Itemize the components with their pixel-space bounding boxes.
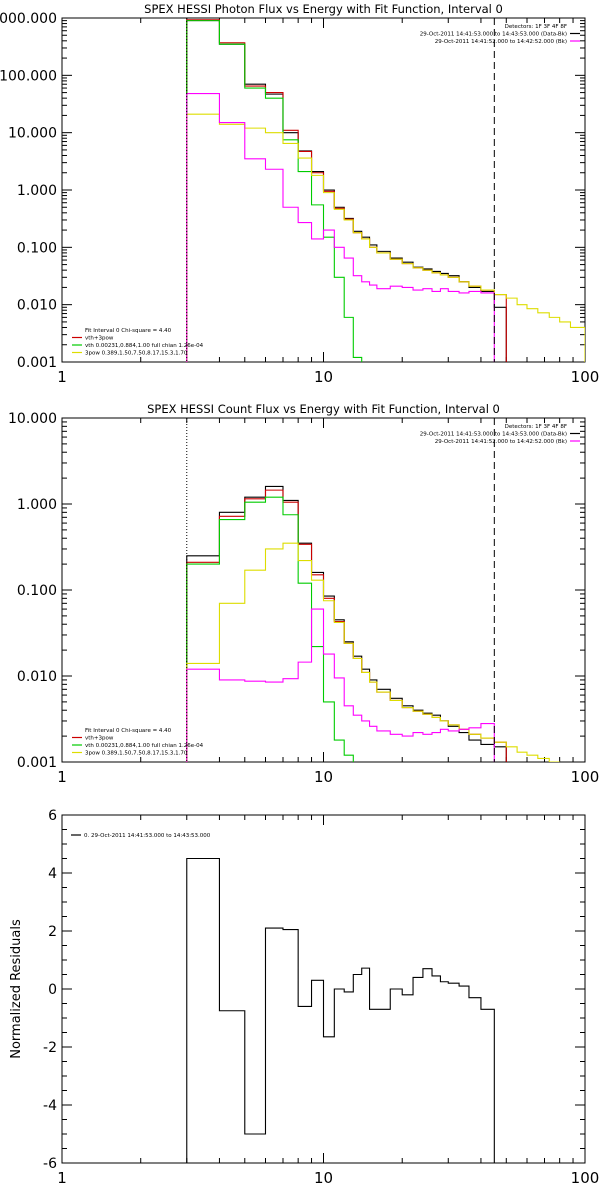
chart-panel-2: Normalized Residuals 1 10 100 -6 -4 -2 0 2 4 6 0. 2… bbox=[9, 808, 599, 1187]
x-tick-label: 1 bbox=[57, 368, 67, 386]
series-line-0 bbox=[186, 20, 507, 362]
legend-text: 3pow 0.389,1.50,7.50,8.17,15.3,1.70 bbox=[85, 751, 188, 757]
y-tick-label: 10.000 bbox=[8, 126, 57, 142]
series-group bbox=[186, 485, 560, 762]
y-tick-label: 1.000 bbox=[17, 497, 57, 513]
x-tick-label: 1 bbox=[57, 1169, 67, 1187]
series-group bbox=[186, 19, 585, 362]
legend-text: 29-Oct-2011 14:41:53.000 to 14:43:53.000… bbox=[420, 32, 567, 38]
legend-text: vth 0.00231,0.884,1.00 full chian 1.26e-… bbox=[85, 743, 204, 749]
y-tick-label: -2 bbox=[43, 1040, 57, 1056]
y-tick-label: 2 bbox=[48, 924, 57, 940]
legend-text: 29-Oct-2011 14:41:52.000 to 14:42:52.000… bbox=[435, 39, 567, 45]
x-tick-label: 10 bbox=[314, 368, 333, 386]
y-tick-label: 0.100 bbox=[17, 240, 57, 256]
chart-panel-1: SPEX HESSI Count Flux vs Energy with Fit… bbox=[8, 402, 599, 786]
x-tick-label: 100 bbox=[571, 768, 600, 786]
legend-text: 3pow 0.389,1.50,7.50,8.17,15.3,1.70 bbox=[85, 351, 188, 357]
series-line-4 bbox=[186, 608, 495, 762]
y-tick-label: 0.001 bbox=[17, 755, 57, 771]
y-tick-label: 0.001 bbox=[17, 355, 57, 371]
y-tick-label: 0.010 bbox=[17, 298, 57, 314]
series-line-0 bbox=[186, 857, 495, 1163]
y-tick-label: 0 bbox=[48, 982, 57, 998]
legend-text: Detectors: 1F 3F 4F 8F bbox=[505, 24, 567, 30]
legend-text: vth+3pow bbox=[85, 336, 114, 342]
y-tick-label: 100.000 bbox=[0, 68, 57, 84]
y-tick-label: 0.010 bbox=[17, 669, 57, 685]
x-tick-label: 100 bbox=[571, 368, 600, 386]
chart-panel-0: SPEX HESSI Photon Flux vs Energy with Fi… bbox=[0, 2, 600, 386]
y-tick-label: 4 bbox=[48, 866, 57, 882]
x-tick-label: 1 bbox=[57, 768, 67, 786]
series-line-3 bbox=[186, 113, 585, 362]
y-tick-label: -6 bbox=[43, 1156, 57, 1172]
legend-text: vth+3pow bbox=[85, 736, 114, 742]
series-line-0 bbox=[186, 485, 507, 762]
legend-text: 29-Oct-2011 14:41:53.000 to 14:43:53.000… bbox=[420, 432, 567, 438]
y-tick-label: 1.000 bbox=[17, 183, 57, 199]
chart-title: SPEX HESSI Count Flux vs Energy with Fit… bbox=[147, 402, 500, 416]
series-line-1 bbox=[186, 489, 507, 762]
chart-title: SPEX HESSI Photon Flux vs Energy with Fi… bbox=[144, 2, 503, 16]
legend-text: 0. 29-Oct-2011 14:41:53.000 to 14:43:53.… bbox=[84, 833, 211, 839]
x-tick-label: 10 bbox=[314, 1169, 333, 1187]
x-tick-label: 10 bbox=[314, 768, 333, 786]
series-line-3 bbox=[186, 542, 560, 762]
y-tick-label: -4 bbox=[43, 1098, 57, 1114]
legend-text: Fit Interval 0 Chi-square = 4.40 bbox=[85, 728, 172, 734]
y-tick-label: 0.100 bbox=[17, 583, 57, 599]
series-line-1 bbox=[186, 19, 507, 362]
legend-text: Fit Interval 0 Chi-square = 4.40 bbox=[85, 328, 172, 334]
series-line-2 bbox=[186, 20, 371, 362]
y-tick-label: 10.000 bbox=[8, 411, 57, 427]
legend-text: vth 0.00231,0.884,1.00 full chian 1.26e-… bbox=[85, 343, 204, 349]
legend-text: 29-Oct-2011 14:41:52.000 to 14:42:52.000… bbox=[435, 439, 567, 445]
series-line-2 bbox=[186, 496, 354, 762]
series-group bbox=[186, 857, 495, 1163]
legend-text: Detectors: 1F 3F 4F 8F bbox=[505, 424, 567, 430]
y-axis-label: Normalized Residuals bbox=[9, 919, 24, 1059]
y-tick-label: 6 bbox=[48, 808, 57, 824]
series-line-4 bbox=[186, 93, 495, 362]
x-tick-label: 100 bbox=[571, 1169, 600, 1187]
